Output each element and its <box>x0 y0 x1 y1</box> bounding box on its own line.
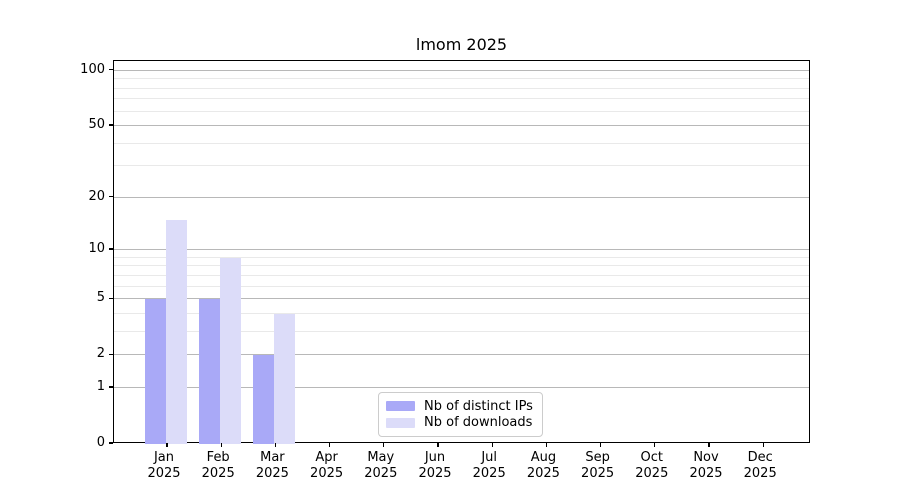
x-tick-label: May 2025 <box>364 450 398 481</box>
bar-mar-distinct-ips <box>252 355 274 444</box>
x-tick-label: Feb 2025 <box>201 450 235 481</box>
legend: Nb of distinct IPs Nb of downloads <box>378 392 543 437</box>
x-tick-label: Aug 2025 <box>526 450 560 481</box>
minor-gridline <box>114 265 809 267</box>
legend-label-distinct-ips: Nb of distinct IPs <box>424 398 533 414</box>
x-tick-mark <box>220 443 222 447</box>
major-gridline <box>114 69 809 71</box>
x-tick-label: Sep 2025 <box>581 450 615 481</box>
y-tick-mark <box>109 124 113 126</box>
x-tick-label: Jul 2025 <box>472 450 506 481</box>
major-gridline <box>114 386 809 388</box>
legend-item-downloads: Nb of downloads <box>386 415 534 431</box>
bar-jan-downloads <box>165 219 187 444</box>
y-tick-label: 0 <box>96 435 105 450</box>
y-tick-label: 100 <box>80 61 105 77</box>
legend-item-distinct-ips: Nb of distinct IPs <box>386 398 534 414</box>
y-tick-label: 50 <box>88 117 105 133</box>
minor-gridline <box>114 274 809 276</box>
legend-label-downloads: Nb of downloads <box>424 415 533 431</box>
major-gridline <box>114 249 809 251</box>
x-tick-mark <box>329 443 331 447</box>
x-tick-label: Nov 2025 <box>689 450 723 481</box>
major-gridline <box>114 125 809 127</box>
y-tick-mark <box>109 353 113 355</box>
x-tick-mark <box>762 443 764 447</box>
minor-gridline <box>114 142 809 144</box>
plot-area <box>113 60 810 444</box>
x-tick-mark <box>600 443 602 447</box>
minor-gridline <box>114 98 809 100</box>
major-gridline <box>114 196 809 198</box>
minor-gridline <box>114 330 809 332</box>
bar-feb-downloads <box>219 257 241 444</box>
y-tick-mark <box>109 386 113 388</box>
x-tick-mark <box>708 443 710 447</box>
y-tick-mark <box>109 196 113 198</box>
y-tick-label: 5 <box>96 290 105 306</box>
legend-swatch-downloads <box>386 417 415 428</box>
y-tick-mark <box>109 442 113 444</box>
x-tick-label: Jun 2025 <box>418 450 452 481</box>
x-tick-mark <box>383 443 385 447</box>
bar-feb-distinct-ips <box>198 299 220 444</box>
major-gridline <box>114 354 809 356</box>
x-tick-mark <box>654 443 656 447</box>
y-tick-label: 20 <box>88 188 105 204</box>
y-tick-label: 10 <box>88 241 105 257</box>
x-tick-mark <box>166 443 168 447</box>
x-tick-mark <box>491 443 493 447</box>
x-tick-mark <box>437 443 439 447</box>
y-tick-label: 1 <box>96 378 105 394</box>
minor-gridline <box>114 78 809 80</box>
minor-gridline <box>114 312 809 314</box>
legend-swatch-distinct-ips <box>386 401 415 412</box>
y-tick-mark <box>109 69 113 71</box>
x-tick-label: Mar 2025 <box>255 450 289 481</box>
minor-gridline <box>114 110 809 112</box>
x-tick-label: Apr 2025 <box>310 450 344 481</box>
major-gridline <box>114 298 809 300</box>
x-tick-label: Oct 2025 <box>635 450 669 481</box>
y-tick-mark <box>109 248 113 250</box>
x-tick-label: Jan 2025 <box>147 450 181 481</box>
minor-gridline <box>114 165 809 167</box>
minor-gridline <box>114 285 809 287</box>
y-tick-label: 2 <box>96 346 105 362</box>
bar-mar-downloads <box>273 313 295 444</box>
chart-title: lmom 2025 <box>415 35 508 54</box>
x-tick-mark <box>274 443 276 447</box>
minor-gridline <box>114 87 809 89</box>
y-tick-mark <box>109 297 113 299</box>
x-tick-label: Dec 2025 <box>743 450 777 481</box>
bar-jan-distinct-ips <box>144 299 166 444</box>
minor-gridline <box>114 256 809 258</box>
x-tick-mark <box>545 443 547 447</box>
